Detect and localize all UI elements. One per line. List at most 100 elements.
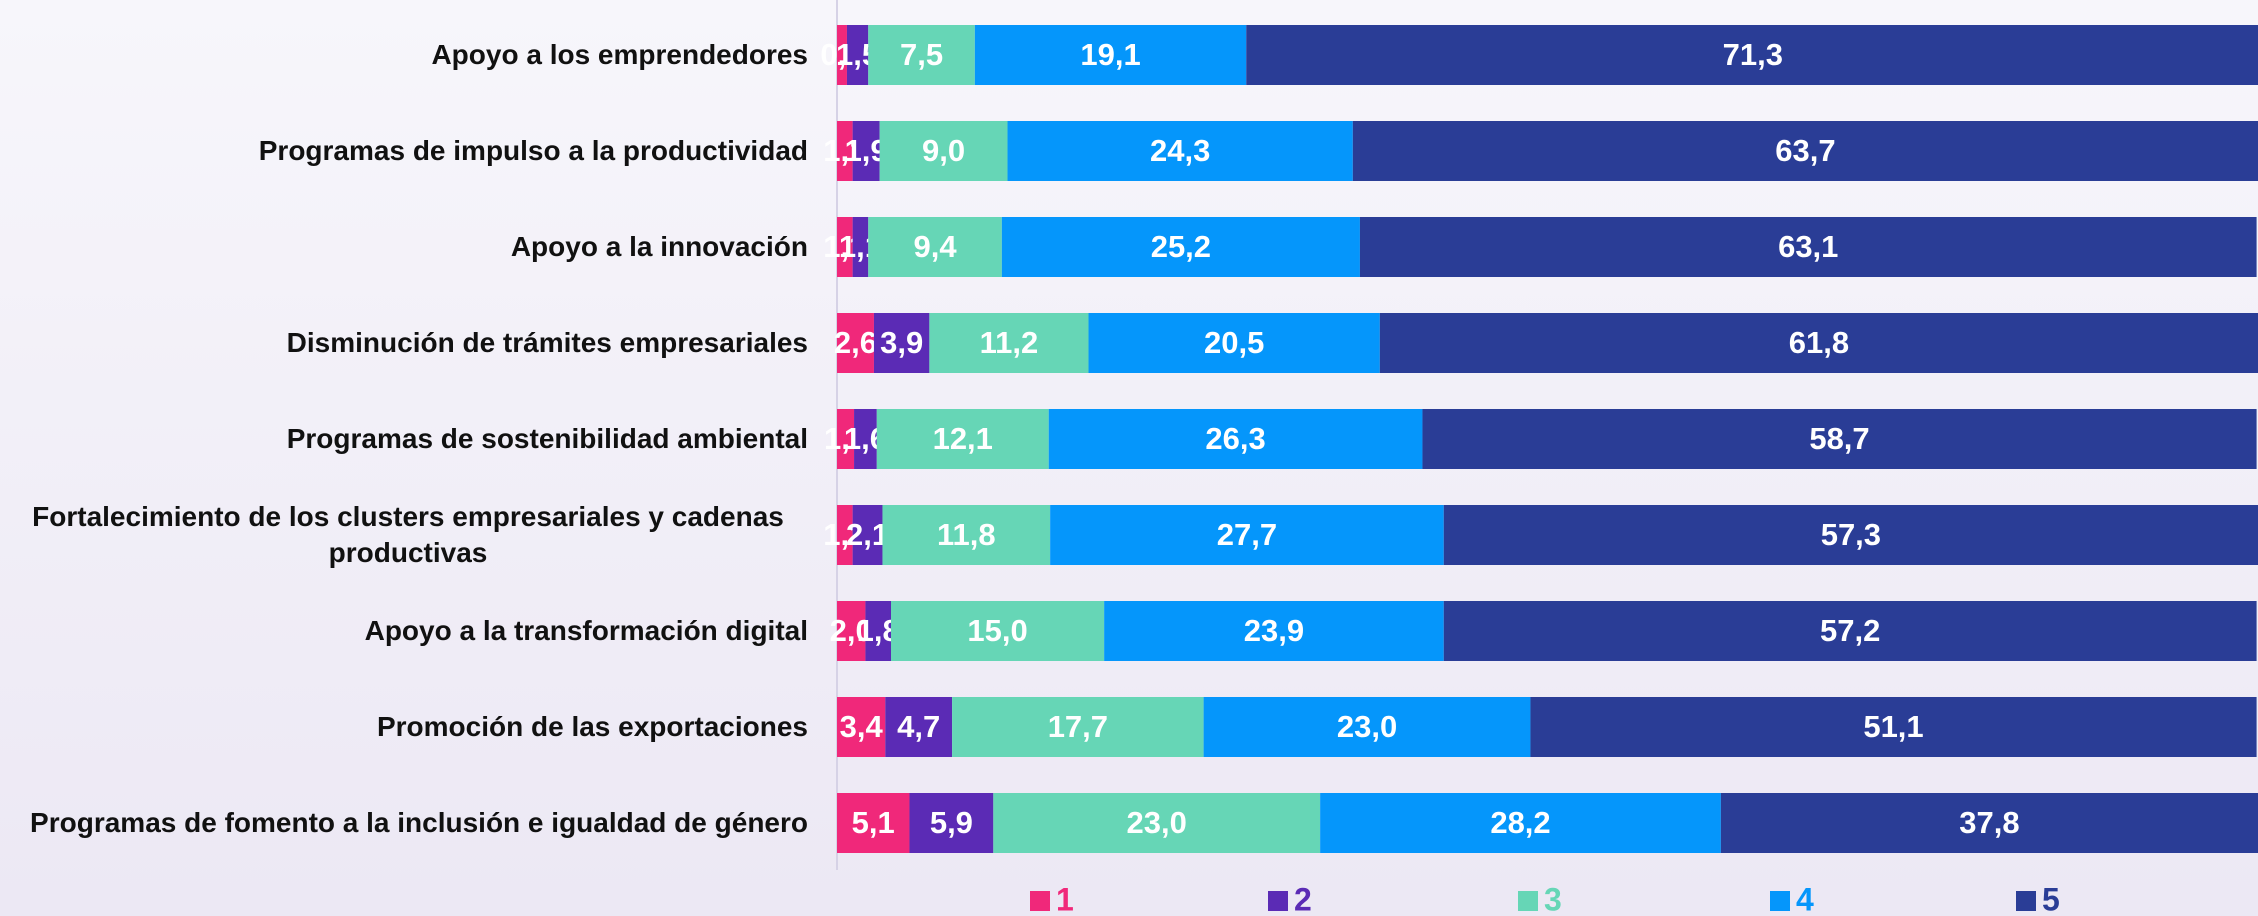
bar-segment <box>837 793 910 853</box>
bar-segment <box>1104 601 1444 661</box>
bar-segment <box>993 793 1321 853</box>
value-label: 61,8 <box>1789 325 1849 360</box>
value-label: 51,1 <box>1863 709 1923 744</box>
bar-segment <box>1088 313 1380 373</box>
legend-swatch <box>1770 891 1790 911</box>
value-label: 23,0 <box>1337 709 1397 744</box>
bar-segment <box>909 793 994 853</box>
bar-segment <box>1720 793 2258 853</box>
legend-swatch <box>1518 891 1538 911</box>
bar-segment <box>974 25 1247 85</box>
category-label: Programas de sostenibilidad ambiental <box>286 423 808 454</box>
value-label: 11,8 <box>937 517 996 552</box>
legend-label: 2 <box>1294 881 1312 916</box>
category-label: Apoyo a la transformación digital <box>364 615 808 646</box>
bar-segment <box>1203 697 1531 757</box>
value-label: 3,9 <box>880 325 923 360</box>
legend-swatch <box>1268 891 1288 911</box>
value-label: 2,1 <box>846 517 889 552</box>
legend-label: 3 <box>1544 881 1562 916</box>
value-label: 3,4 <box>840 709 884 744</box>
value-label: 5,1 <box>852 805 895 840</box>
bar-segment <box>846 25 869 85</box>
category-label: Disminución de trámites empresariales <box>286 327 808 358</box>
bar-segment <box>837 697 886 757</box>
bar-segment <box>868 25 975 85</box>
bar-segment <box>1050 505 1444 565</box>
value-label: 58,7 <box>1809 421 1869 456</box>
bar-segment <box>837 313 874 373</box>
bar-segment <box>837 121 853 181</box>
value-label: 27,7 <box>1217 517 1277 552</box>
value-label: 9,0 <box>922 133 965 168</box>
value-label: 63,1 <box>1778 229 1838 264</box>
category-label: Programas de impulso a la productividad <box>258 135 808 166</box>
value-label: 17,7 <box>1048 709 1108 744</box>
legend-label: 1 <box>1056 881 1074 916</box>
bar-segment <box>837 601 866 661</box>
value-label: 11,2 <box>980 325 1039 360</box>
bar-segment <box>1379 313 2258 373</box>
value-label: 23,0 <box>1127 805 1187 840</box>
bar-segment <box>837 217 853 277</box>
bar-segment <box>852 217 869 277</box>
bar-segment <box>854 409 877 469</box>
bar-segment <box>1007 121 1353 181</box>
bar-segment <box>1048 409 1423 469</box>
bar-segment <box>1359 217 2257 277</box>
value-label: 57,2 <box>1820 613 1880 648</box>
category-label: Fortalecimiento de los clusters empresar… <box>32 501 784 568</box>
bar-segment <box>837 409 855 469</box>
value-label: 23,9 <box>1244 613 1304 648</box>
bar-segment <box>1320 793 1721 853</box>
value-label: 63,7 <box>1775 133 1835 168</box>
bar-segment <box>1001 217 1360 277</box>
value-label: 9,4 <box>913 229 957 264</box>
bar-segment <box>1443 601 2257 661</box>
bar-segment <box>852 505 883 565</box>
value-label: 25,2 <box>1151 229 1211 264</box>
category-label: Apoyo a la innovación <box>510 231 808 262</box>
legend-label: 5 <box>2042 881 2060 916</box>
value-label: 57,3 <box>1821 517 1881 552</box>
bar-segment <box>1352 121 2258 181</box>
bar-segment <box>929 313 1089 373</box>
value-label: 37,8 <box>1959 805 2019 840</box>
bar-segment <box>879 121 1008 181</box>
bar-segment <box>1422 409 2257 469</box>
bar-segment <box>865 601 891 661</box>
category-label: Apoyo a los emprendedores <box>431 39 808 70</box>
legend-label: 4 <box>1796 881 1814 916</box>
bar-segment <box>876 409 1049 469</box>
legend-swatch <box>1030 891 1050 911</box>
bar-segment <box>868 217 1002 277</box>
bar-segment <box>837 25 847 85</box>
bar-segment <box>1246 25 2258 85</box>
value-label: 15,0 <box>967 613 1027 648</box>
bar-segment <box>952 697 1204 757</box>
value-label: 28,2 <box>1490 805 1550 840</box>
bar-segment <box>882 505 1051 565</box>
bar-segment <box>885 697 953 757</box>
legend-swatch <box>2016 891 2036 911</box>
value-label: 19,1 <box>1080 37 1140 72</box>
value-label: 7,5 <box>900 37 943 72</box>
category-label: Programas de fomento a la inclusión e ig… <box>30 807 808 838</box>
value-label: 4,7 <box>897 709 940 744</box>
value-label: 26,3 <box>1205 421 1265 456</box>
value-label: 71,3 <box>1723 37 1783 72</box>
bar-segment <box>852 121 880 181</box>
value-label: 2,6 <box>834 325 877 360</box>
value-label: 5,9 <box>930 805 973 840</box>
bar-segment <box>873 313 930 373</box>
value-label: 20,5 <box>1204 325 1264 360</box>
bar-segment <box>1443 505 2258 565</box>
bar-segment <box>837 505 853 565</box>
bar-segment <box>1530 697 2257 757</box>
value-label: 24,3 <box>1150 133 1210 168</box>
bar-segment <box>890 601 1105 661</box>
category-label: Promoción de las exportaciones <box>376 711 808 742</box>
value-label: 12,1 <box>933 421 993 456</box>
